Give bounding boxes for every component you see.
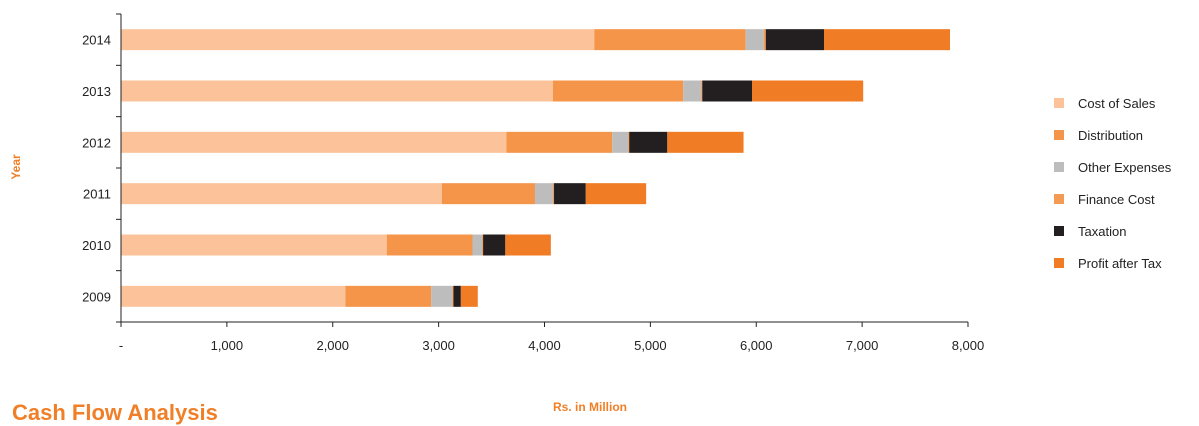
y-axis-title: Year [9,154,23,180]
legend-swatch-distribution [1054,130,1064,140]
y-tick-label-2014: 2014 [82,33,111,48]
bar-profit-after-tax-2009 [460,285,478,307]
bar-taxation-2013 [702,80,753,102]
legend-label-other-expenses: Other Expenses [1078,160,1172,175]
y-tick-label-2009: 2009 [82,289,111,304]
bar-finance-cost-2012 [628,131,630,153]
bar-taxation-2009 [453,285,461,307]
legend-label-distribution: Distribution [1078,128,1143,143]
legend-swatch-finance-cost [1054,194,1064,204]
x-tick-label-0: - [119,338,123,353]
bar-cost-of-sales-2012 [121,131,507,153]
section-heading: Cash Flow Analysis [12,400,218,425]
bar-finance-cost-2010 [482,234,484,256]
bar-cost-of-sales-2010 [121,234,387,256]
y-tick-label-2010: 2010 [82,238,111,253]
bar-finance-cost-2009 [452,285,454,307]
legend-label-finance-cost: Finance Cost [1078,192,1155,207]
legend-swatch-profit-after-tax [1054,258,1064,268]
bar-cost-of-sales-2009 [121,285,346,307]
bar-distribution-2011 [441,183,535,205]
bar-other-expenses-2009 [431,285,453,307]
bars-group [121,29,951,307]
legend-label-profit-after-tax: Profit after Tax [1078,256,1162,271]
x-tick-label-5: 5,000 [634,338,667,353]
x-tick-label-7: 7,000 [846,338,879,353]
x-tick-label-3: 3,000 [422,338,455,353]
bar-profit-after-tax-2010 [505,234,551,256]
x-tick-label-8: 8,000 [952,338,985,353]
bar-finance-cost-2011 [552,183,555,205]
bar-cost-of-sales-2014 [121,29,595,51]
legend-label-taxation: Taxation [1078,224,1126,239]
bar-distribution-2012 [506,131,613,153]
x-tick-label-4: 4,000 [528,338,561,353]
bar-profit-after-tax-2011 [585,183,647,205]
bar-taxation-2014 [765,29,825,51]
x-axis-title: Rs. in Million [553,400,627,414]
bar-finance-cost-2013 [701,80,703,102]
bar-other-expenses-2010 [472,234,483,256]
bar-taxation-2012 [629,131,668,153]
legend-swatch-other-expenses [1054,162,1064,172]
x-tick-label-2: 2,000 [316,338,349,353]
y-tick-label-2012: 2012 [82,135,111,150]
stacked-bar-chart: 2014 2013 2012 2011 2010 2009 - 1,000 2,000 3,000… [9,13,1172,414]
bar-taxation-2011 [554,183,586,205]
legend-swatch-taxation [1054,226,1064,236]
bar-cost-of-sales-2013 [121,80,553,102]
bar-distribution-2014 [594,29,746,51]
axes-group: 2014 2013 2012 2011 2010 2009 - 1,000 2,000 3,000… [82,13,985,353]
legend: Cost of Sales Distribution Other Expenses F… [1054,96,1172,271]
bar-distribution-2009 [345,285,432,307]
y-tick-label-2011: 2011 [83,187,111,202]
bar-other-expenses-2013 [683,80,702,102]
bar-distribution-2013 [552,80,684,102]
bar-other-expenses-2012 [612,131,629,153]
bar-distribution-2010 [386,234,473,256]
bar-taxation-2010 [483,234,506,256]
bar-profit-after-tax-2013 [752,80,864,102]
legend-label-cost-of-sales: Cost of Sales [1078,96,1156,111]
bar-other-expenses-2014 [745,29,764,51]
bar-cost-of-sales-2011 [121,183,442,205]
legend-swatch-cost-of-sales [1054,98,1064,108]
x-tick-label-1: 1,000 [211,338,244,353]
bar-profit-after-tax-2012 [667,131,744,153]
bar-profit-after-tax-2014 [824,29,951,51]
bar-other-expenses-2011 [534,183,553,205]
y-tick-label-2013: 2013 [82,84,111,99]
bar-finance-cost-2014 [763,29,766,51]
x-tick-label-6: 6,000 [740,338,773,353]
